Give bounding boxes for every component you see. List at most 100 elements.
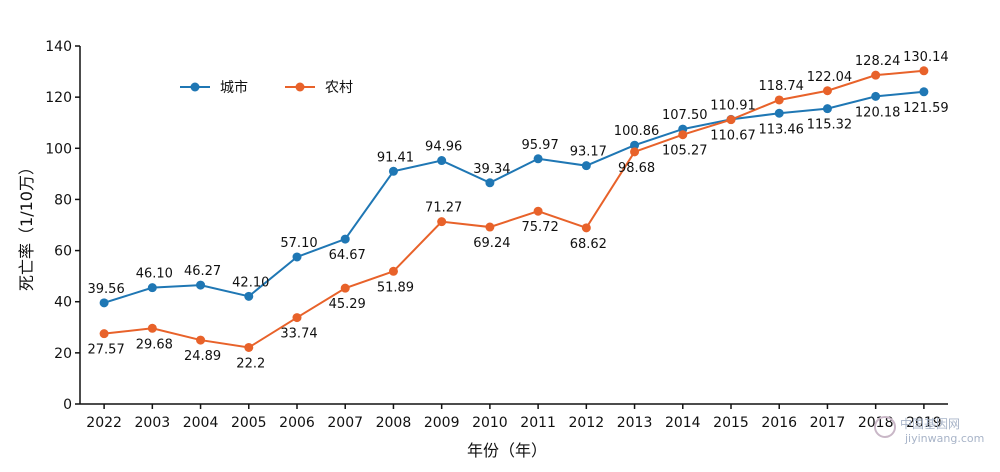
series-line-0 [103,90,924,304]
data-label-1: 98.68 [618,161,655,176]
data-label-1: 68.62 [570,237,607,252]
x-tick-label: 2012 [569,415,605,431]
data-point-1 [99,329,109,339]
data-label-1: 105.27 [662,144,708,159]
legend: 城市 农村 [180,79,353,96]
data-label-1: 71.27 [425,201,462,216]
data-point-1 [774,95,784,105]
data-label-0: 110.91 [710,98,756,113]
y-tick-label: 140 [45,39,72,55]
data-label-1: 128.24 [855,54,901,69]
data-point-1 [726,115,736,125]
data-label-1: 51.89 [377,280,414,295]
data-point-1 [437,217,447,227]
x-tick-label: 2011 [520,415,556,431]
data-label-1: 29.68 [136,337,173,352]
data-point-1 [196,335,206,345]
data-point-0 [388,166,398,176]
data-label-0: 113.46 [758,122,804,137]
data-point-0 [244,291,254,301]
data-label-0: 42.10 [232,275,269,290]
data-label-1: 22.2 [236,356,265,371]
data-point-0 [437,156,447,166]
data-label-0: 64.67 [329,248,366,263]
data-label-1: 27.57 [88,343,125,358]
data-point-0 [485,178,495,188]
y-tick-label: 20 [54,346,72,362]
data-point-1 [340,283,350,293]
data-point-1 [147,323,157,333]
data-label-0: 100.86 [614,124,660,139]
data-point-0 [99,298,109,308]
legend-label-0: 城市 [220,79,248,96]
series-line-1 [104,69,924,349]
x-tick-label: 2006 [279,415,315,431]
data-label-1: 118.74 [758,79,804,94]
data-point-1 [388,266,398,276]
data-label-0: 115.32 [807,118,853,133]
data-label-1: 130.14 [903,50,949,65]
data-label-0: 46.10 [136,267,173,282]
x-axis-title: 年份（年） [467,441,547,460]
y-tick-label: 40 [54,295,72,311]
data-point-0 [340,234,350,244]
data-point-0 [871,91,881,101]
data-point-1 [822,86,832,96]
x-tick-label: 2008 [376,415,412,431]
data-label-1: 45.29 [329,297,366,312]
y-tick-label: 100 [45,141,72,157]
x-tick-label: 2019 [906,415,942,431]
data-label-0: 95.97 [522,138,559,153]
data-point-1 [919,66,929,76]
watermark: 中国基因网 jiyinwang.com [874,416,984,445]
watermark-logo-icon [874,416,896,438]
x-tick-label: 2022 [86,415,122,431]
data-point-0 [774,108,784,118]
x-tick-label: 2015 [713,415,749,431]
watermark-title: 中国基因网 [900,416,960,431]
data-point-1 [244,342,254,352]
data-point-0 [147,283,157,293]
data-label-0: 46.27 [184,264,221,279]
data-label-0: 57.10 [280,236,317,251]
data-label-0: 107.50 [662,108,708,123]
data-point-1 [292,313,302,323]
data-label-0: 121.59 [903,101,949,116]
data-label-1: 69.24 [473,236,510,251]
x-tick-label: 2017 [810,415,846,431]
y-tick-label: 0 [63,397,72,413]
data-point-0 [630,140,640,150]
x-tick-label: 2014 [665,415,701,431]
data-label-0: 93.17 [570,145,607,160]
data-point-0 [292,252,302,262]
x-tick-label: 2003 [135,415,171,431]
y-tick-label: 80 [54,192,72,208]
data-point-0 [533,154,543,164]
data-label-0: 39.56 [88,282,125,297]
x-tick-label: 2013 [617,415,653,431]
y-tick-label: 120 [45,90,72,106]
data-point-0 [919,87,929,97]
data-point-1 [871,70,881,80]
legend-label-1: 农村 [325,80,353,96]
data-label-1: 122.04 [807,70,853,85]
data-point-1 [581,223,591,233]
data-point-1 [485,222,495,232]
data-label-1: 110.67 [710,129,756,144]
x-tick-label: 2016 [761,415,797,431]
y-axis-title: 死亡率（1/10万） [17,159,36,291]
y-tick-label: 60 [54,244,72,260]
data-point-0 [196,280,206,290]
data-label-0: 39.34 [473,162,510,177]
legend-marker-1 [295,82,305,92]
data-label-0: 120.18 [855,105,901,120]
data-label-0: 94.96 [425,140,462,155]
x-tick-label: 2004 [183,415,219,431]
x-tick-label: 2005 [231,415,267,431]
data-point-1 [630,147,640,157]
x-tick-label: 2007 [327,415,363,431]
data-point-0 [581,161,591,171]
data-point-1 [533,206,543,216]
data-label-1: 33.74 [280,327,317,342]
data-point-1 [678,130,688,140]
